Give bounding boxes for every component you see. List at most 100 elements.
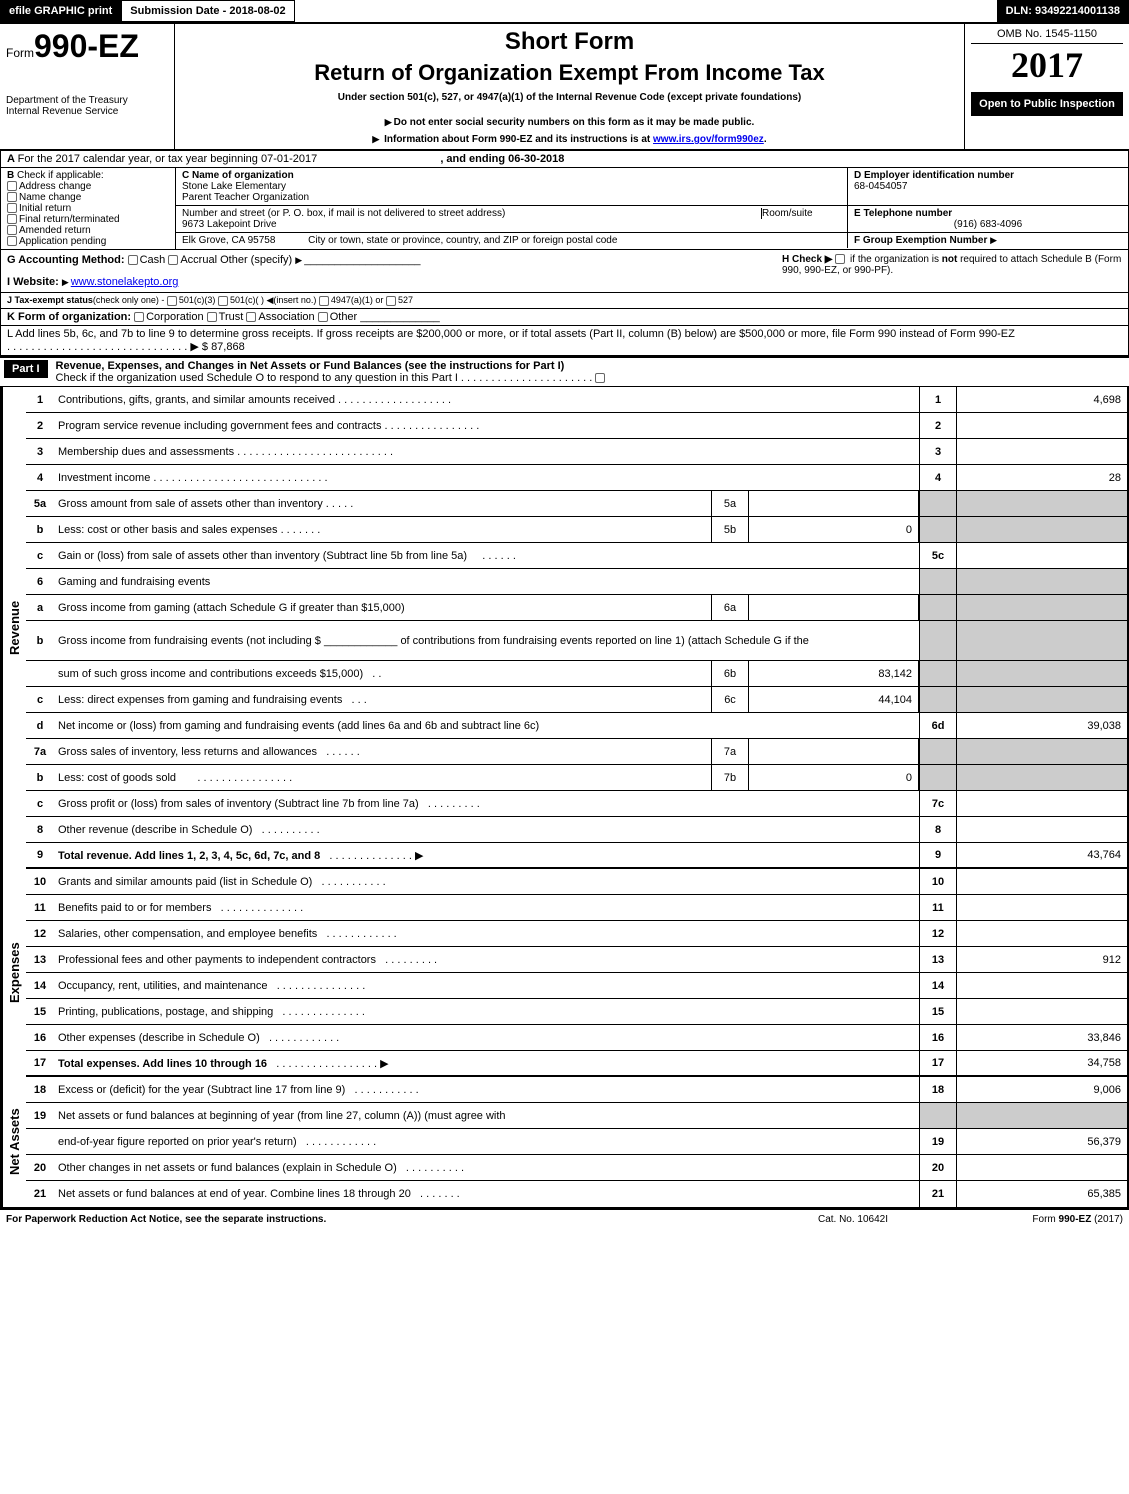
line17-val: 34,758 [957, 1051, 1127, 1075]
chk-schedule-b[interactable] [835, 254, 845, 264]
chk-final-return[interactable]: Final return/terminated [7, 214, 169, 225]
line17-desc: Total expenses. Add lines 10 through 16 [58, 1058, 267, 1070]
radio-501c[interactable] [218, 296, 228, 306]
line20-num: 20 [919, 1155, 957, 1180]
line18-num: 18 [919, 1077, 957, 1102]
radio-cash[interactable] [128, 255, 138, 265]
line3-num: 3 [919, 439, 957, 464]
footer-form-year: (2017) [1091, 1214, 1123, 1225]
line19a-desc: Net assets or fund balances at beginning… [54, 1110, 919, 1122]
form-info-link[interactable]: www.irs.gov/form990ez [653, 134, 764, 145]
chk-schedule-o[interactable] [595, 373, 605, 383]
chk-application-pending[interactable]: Application pending [7, 236, 169, 247]
line6a-desc: Gross income from gaming (attach Schedul… [58, 602, 405, 614]
subdate-label: Submission Date - [130, 5, 229, 17]
line-J: J Tax-exempt status(check only one) - 50… [1, 292, 1128, 309]
line3-desc: Membership dues and assessments [58, 446, 234, 458]
lbl-final-return: Final return/terminated [19, 214, 120, 225]
expenses-section: Expenses 10Grants and similar amounts pa… [0, 869, 1129, 1077]
radio-527[interactable] [386, 296, 396, 306]
form-prefix: Form [6, 46, 34, 60]
line6c-sv: 44,104 [749, 687, 919, 712]
line7a-desc: Gross sales of inventory, less returns a… [58, 746, 317, 758]
line5b-desc: Less: cost or other basis and sales expe… [58, 524, 278, 536]
ein-value: 68-0454057 [854, 181, 1122, 192]
radio-other-org[interactable] [318, 312, 328, 322]
line7c-val [957, 791, 1127, 816]
line6d-desc: Net income or (loss) from gaming and fun… [58, 720, 539, 732]
line-H-not: not [942, 254, 958, 265]
radio-assoc[interactable] [246, 312, 256, 322]
line-A-text: For the 2017 calendar year, or tax year … [18, 153, 318, 165]
line-H: H Check ▶ if the organization is not req… [782, 254, 1122, 288]
line21-val: 65,385 [957, 1181, 1127, 1207]
opt-501c: 501(c)( ) [230, 295, 264, 305]
line20-desc: Other changes in net assets or fund bala… [58, 1162, 397, 1174]
org-name-1: Stone Lake Elementary [182, 181, 841, 192]
org-name-2: Parent Teacher Organization [182, 192, 841, 203]
chk-amended-return[interactable]: Amended return [7, 225, 169, 236]
line11-val [957, 895, 1127, 920]
part-i-header: Part I Revenue, Expenses, and Changes in… [0, 356, 1129, 387]
website-link[interactable]: www.stonelakepto.org [71, 276, 179, 288]
line-L: L Add lines 5b, 6c, and 7b to line 9 to … [1, 326, 1128, 355]
radio-501c3[interactable] [167, 296, 177, 306]
opt-trust: Trust [219, 311, 244, 323]
line6d-val: 39,038 [957, 713, 1127, 738]
line4-desc: Investment income [58, 472, 150, 484]
revenue-section: Revenue 1Contributions, gifts, grants, a… [0, 387, 1129, 869]
website-label: I Website: [7, 276, 62, 288]
line7b-sn: 7b [711, 765, 749, 790]
line2-val [957, 413, 1127, 438]
line1-val: 4,698 [957, 387, 1127, 412]
line9-desc: Total revenue. Add lines 1, 2, 3, 4, 5c,… [58, 850, 320, 862]
opt-accrual: Accrual [180, 254, 217, 266]
line6b-post: sum of such gross income and contributio… [58, 668, 363, 680]
line18-desc: Excess or (deficit) for the year (Subtra… [58, 1084, 345, 1096]
chk-address-change[interactable]: Address change [7, 181, 169, 192]
radio-corp[interactable] [134, 312, 144, 322]
line8-num: 8 [919, 817, 957, 842]
line18-val: 9,006 [957, 1077, 1127, 1102]
chk-name-change[interactable]: Name change [7, 192, 169, 203]
radio-trust[interactable] [207, 312, 217, 322]
line7c-num: 7c [919, 791, 957, 816]
subdate-value: 2018-08-02 [229, 5, 285, 17]
line7b-desc: Less: cost of goods sold [58, 772, 176, 784]
line10-val [957, 869, 1127, 894]
org-info-section: A For the 2017 calendar year, or tax yea… [0, 151, 1129, 356]
line19b-desc: end-of-year figure reported on prior yea… [58, 1136, 297, 1148]
lbl-application-pending: Application pending [19, 236, 106, 247]
line-G: G Accounting Method: Cash Accrual Other … [7, 254, 782, 266]
line6c-desc: Less: direct expenses from gaming and fu… [58, 694, 342, 706]
line11-num: 11 [919, 895, 957, 920]
opt-assoc: Association [258, 311, 314, 323]
line3-val [957, 439, 1127, 464]
part-i-head: Revenue, Expenses, and Changes in Net As… [56, 360, 565, 372]
line-L-text: L Add lines 5b, 6c, and 7b to line 9 to … [7, 328, 1015, 340]
line14-val [957, 973, 1127, 998]
line5c-num: 5c [919, 543, 957, 568]
line5c-desc: Gain or (loss) from sale of assets other… [58, 550, 467, 562]
line7a-sn: 7a [711, 739, 749, 764]
line6d-num: 6d [919, 713, 957, 738]
submission-date-box: Submission Date - 2018-08-02 [121, 0, 294, 22]
chk-initial-return[interactable]: Initial return [7, 203, 169, 214]
open-public-banner: Open to Public Inspection [971, 92, 1123, 116]
radio-4947[interactable] [319, 296, 329, 306]
form-subtitle: Under section 501(c), 527, or 4947(a)(1)… [181, 92, 958, 103]
expenses-sidehead: Expenses [2, 869, 26, 1077]
org-city: Elk Grove, CA 95758 [182, 235, 275, 246]
tax-exempt-small: (check only one) - [93, 295, 167, 305]
page-footer: For Paperwork Reduction Act Notice, see … [0, 1209, 1129, 1229]
line6b-sn: 6b [711, 661, 749, 686]
line15-desc: Printing, publications, postage, and shi… [58, 1006, 273, 1018]
lbl-initial-return: Initial return [19, 203, 71, 214]
line9-val: 43,764 [957, 843, 1127, 867]
lbl-address-change: Address change [19, 181, 91, 192]
top-bar: efile GRAPHIC print Submission Date - 20… [0, 0, 1129, 22]
efile-tag: efile GRAPHIC print [0, 0, 121, 22]
tax-year: 2017 [971, 44, 1123, 86]
line1-num: 1 [919, 387, 957, 412]
radio-accrual[interactable] [168, 255, 178, 265]
